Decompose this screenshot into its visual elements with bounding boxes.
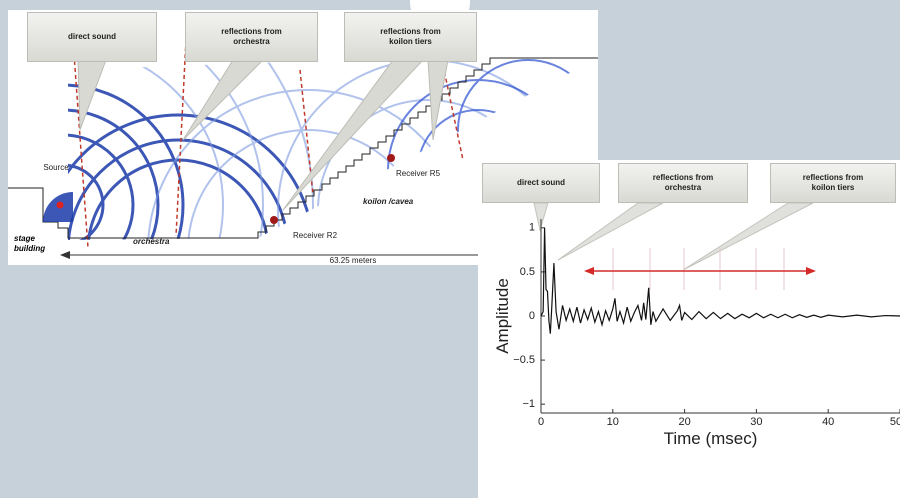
callout: reflections from orchestra	[185, 12, 318, 62]
y-axis-label: Amplitude	[493, 278, 512, 354]
x-tick-label: 50	[890, 416, 900, 428]
callout: direct sound	[482, 163, 600, 203]
y-tick-label: −0.5	[513, 354, 535, 366]
source-point	[56, 201, 64, 209]
x-tick-label: 40	[822, 416, 834, 428]
signal-line	[540, 227, 900, 334]
callout-pointers	[77, 59, 449, 211]
label: koilon /cavea	[363, 197, 414, 206]
callout: reflections from orchestra	[618, 163, 748, 203]
x-tick-label: 0	[538, 416, 544, 428]
reflection-markers	[612, 248, 785, 290]
receiver-r5	[387, 154, 395, 162]
label: orchestra	[133, 237, 170, 246]
callout-pointers	[533, 202, 814, 271]
callout: reflections from koilon tiers	[770, 163, 896, 203]
x-axis-label: Time (msec)	[664, 429, 758, 448]
koilon-steps	[8, 57, 598, 239]
label: Source	[43, 163, 69, 172]
callout: reflections from koilon tiers	[344, 12, 477, 62]
chart-panel: −1 −0.5 0 0.5 1 0 10 20 30 40 50 Time (msec) Amplitu…	[478, 160, 900, 498]
arrow-head	[60, 251, 70, 259]
label: Receiver R5	[396, 169, 441, 178]
arrow-head	[806, 267, 816, 275]
arrow-head	[584, 267, 594, 275]
label: Receiver R2	[293, 231, 338, 240]
y-tick-label: 0.5	[520, 266, 535, 278]
x-tick-label: 10	[607, 416, 619, 428]
y-tick-label: −1	[522, 398, 535, 410]
x-tick-label: 20	[678, 416, 690, 428]
y-tick-label: 1	[529, 222, 535, 234]
x-tick-label: 30	[750, 416, 762, 428]
callout: direct sound	[27, 12, 157, 62]
y-tick-label: 0	[529, 310, 535, 322]
receiver-r2	[270, 216, 278, 224]
label: 63.25 meters	[330, 256, 377, 265]
label: stage building	[14, 234, 46, 253]
wavefront-markers	[72, 39, 464, 249]
